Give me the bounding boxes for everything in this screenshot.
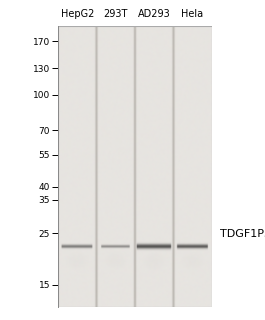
Text: HepG2: HepG2: [60, 9, 94, 20]
Text: 293T: 293T: [103, 9, 128, 20]
Text: TDGF1P3: TDGF1P3: [220, 228, 265, 239]
Text: AD293: AD293: [138, 9, 170, 20]
Text: Hela: Hela: [182, 9, 204, 20]
